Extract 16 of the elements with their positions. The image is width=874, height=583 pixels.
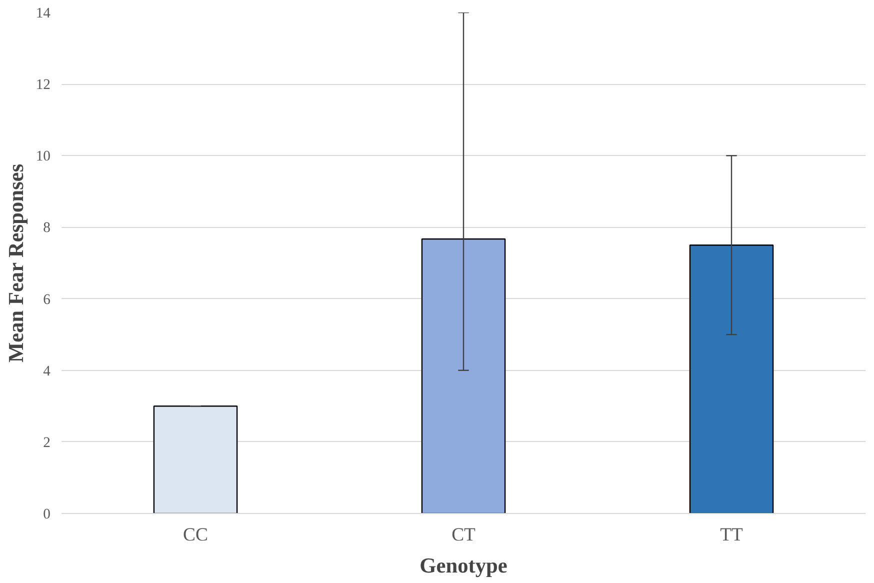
y-axis-title: Mean Fear Responses [4, 164, 28, 363]
y-tick-label: 6 [43, 292, 50, 308]
x-tick-label: CT [452, 524, 476, 546]
y-tick-label: 12 [36, 77, 50, 94]
bar [689, 244, 774, 514]
y-tick-label: 0 [43, 506, 50, 522]
x-axis-title: Genotype [420, 554, 508, 578]
bar [153, 406, 238, 514]
bar [421, 238, 506, 514]
y-tick-label: 4 [43, 363, 52, 380]
y-tick-label: 14 [36, 6, 52, 22]
x-tick-label: TT [720, 524, 744, 546]
x-tick-label: CC [183, 524, 208, 546]
y-tick-label: 8 [43, 220, 50, 236]
y-tick-label: 2 [43, 434, 50, 451]
y-tick-label: 10 [36, 148, 50, 165]
